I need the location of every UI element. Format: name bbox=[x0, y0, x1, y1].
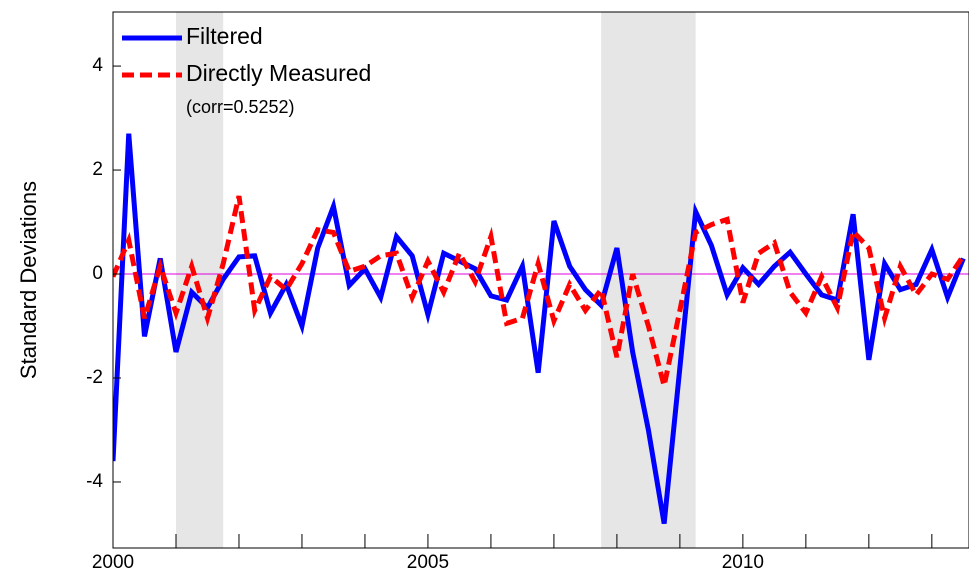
series-line bbox=[113, 133, 966, 524]
x-tick-label: 2000 bbox=[92, 552, 134, 573]
series-line bbox=[113, 195, 966, 387]
y-tick-label: 2 bbox=[92, 159, 103, 180]
y-tick-label: -4 bbox=[86, 471, 103, 492]
y-tick-label: -2 bbox=[86, 367, 103, 388]
y-tick-label: 0 bbox=[92, 263, 103, 284]
legend-label: Filtered bbox=[186, 23, 263, 49]
shaded-region bbox=[175, 12, 224, 548]
shaded-region bbox=[601, 12, 696, 548]
y-tick-label: 4 bbox=[92, 55, 103, 76]
x-tick-label: 2005 bbox=[407, 552, 449, 573]
legend-label: Directly Measured bbox=[186, 60, 371, 86]
annotation: (corr=0.5252) bbox=[186, 97, 295, 117]
plot-frame bbox=[112, 11, 969, 549]
y-axis-label: Standard Deviations bbox=[16, 181, 41, 379]
x-tick-label: 2010 bbox=[722, 552, 764, 573]
